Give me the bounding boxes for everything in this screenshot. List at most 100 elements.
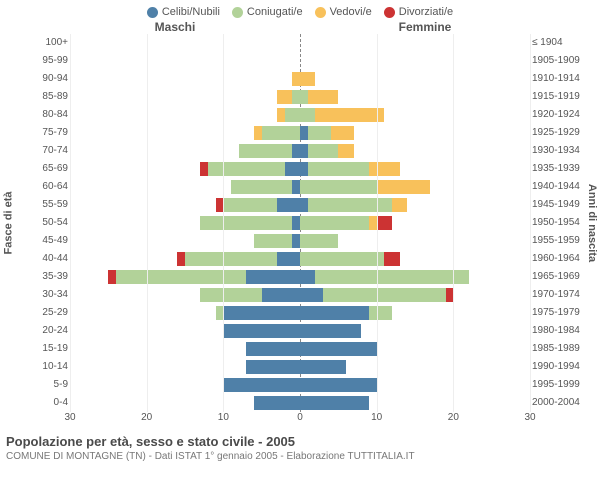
age-tick: 80-84 [40, 106, 70, 124]
stacked-bar [277, 90, 300, 104]
age-tick: 30-34 [40, 286, 70, 304]
bar-segment-c [292, 234, 300, 248]
pyramid-row [70, 232, 530, 250]
female-half [300, 88, 530, 106]
bar-segment-c [285, 162, 300, 176]
x-gridline [70, 34, 71, 412]
bar-segment-v [308, 90, 339, 104]
x-axis-ticks: 3020100102030 [70, 412, 530, 428]
stacked-bar [300, 396, 369, 410]
bar-segment-c [300, 342, 377, 356]
male-half [70, 142, 300, 160]
birth-tick: 1925-1929 [530, 124, 582, 142]
female-half [300, 286, 530, 304]
stacked-bar [300, 126, 354, 140]
legend-swatch [315, 7, 326, 18]
pyramid-row [70, 322, 530, 340]
x-axis: 3020100102030 [0, 412, 600, 428]
male-half [70, 394, 300, 412]
bar-segment-v [292, 72, 300, 86]
birth-tick: 1990-1994 [530, 358, 582, 376]
stacked-bar [231, 180, 300, 194]
pyramid-row [70, 196, 530, 214]
bar-segment-s [231, 180, 292, 194]
birth-tick: ≤ 1904 [530, 34, 565, 52]
stacked-bar [300, 144, 354, 158]
pyramid-row [70, 52, 530, 70]
pyramid-row [70, 250, 530, 268]
male-half [70, 358, 300, 376]
bar-segment-v [392, 198, 407, 212]
stacked-bar [300, 234, 338, 248]
male-half [70, 322, 300, 340]
female-half [300, 52, 530, 70]
stacked-bar [177, 252, 300, 266]
stacked-bar [300, 162, 400, 176]
bar-segment-v [277, 108, 285, 122]
male-half [70, 106, 300, 124]
x-tick: 0 [297, 412, 303, 423]
x-gridline [377, 34, 378, 412]
male-half [70, 304, 300, 322]
pyramid-row [70, 376, 530, 394]
bar-segment-d [108, 270, 116, 284]
female-half [300, 106, 530, 124]
male-half [70, 214, 300, 232]
male-half [70, 196, 300, 214]
legend-item: Divorziati/e [384, 6, 453, 18]
legend-label: Vedovi/e [330, 6, 372, 18]
pyramid-row [70, 394, 530, 412]
birth-tick: 1940-1944 [530, 178, 582, 196]
stacked-bar [108, 270, 300, 284]
bar-segment-s [300, 180, 377, 194]
birth-tick: 1970-1974 [530, 286, 582, 304]
female-half [300, 214, 530, 232]
female-half [300, 124, 530, 142]
female-half [300, 196, 530, 214]
plot-area [70, 34, 530, 412]
bar-segment-v [315, 108, 384, 122]
stacked-bar [277, 108, 300, 122]
bar-segment-c [292, 144, 300, 158]
male-half [70, 34, 300, 52]
bar-segment-v [369, 216, 377, 230]
male-half [70, 286, 300, 304]
bar-segment-c [300, 324, 361, 338]
bar-segment-s [300, 234, 338, 248]
female-half [300, 70, 530, 88]
bar-segment-c [246, 342, 300, 356]
bar-segment-c [223, 324, 300, 338]
female-half [300, 178, 530, 196]
birth-tick: 1930-1934 [530, 142, 582, 160]
stacked-bar [200, 216, 300, 230]
stacked-bar [246, 342, 300, 356]
y-axis-label-left-text: Fasce di età [2, 192, 14, 255]
male-half [70, 178, 300, 196]
pyramid-row [70, 34, 530, 52]
stacked-bar [300, 180, 430, 194]
male-half [70, 124, 300, 142]
age-tick: 15-19 [40, 340, 70, 358]
bar-segment-v [254, 126, 262, 140]
female-half [300, 34, 530, 52]
age-tick: 25-29 [40, 304, 70, 322]
legend-swatch [232, 7, 243, 18]
bar-segment-d [446, 288, 454, 302]
pyramid-row [70, 106, 530, 124]
birth-tick: 1935-1939 [530, 160, 582, 178]
bar-segment-c [300, 126, 308, 140]
x-tick: 20 [448, 412, 459, 423]
birth-tick: 1920-1924 [530, 106, 582, 124]
age-tick: 70-74 [40, 142, 70, 160]
male-half [70, 160, 300, 178]
stacked-bar [300, 360, 346, 374]
bar-segment-s [300, 216, 369, 230]
y-axis-label-left: Fasce di età [0, 34, 16, 412]
legend-item: Vedovi/e [315, 6, 372, 18]
birth-tick: 2000-2004 [530, 394, 582, 412]
stacked-bar [300, 108, 384, 122]
x-gridline [223, 34, 224, 412]
pyramid-row [70, 70, 530, 88]
pyramid-row [70, 214, 530, 232]
stacked-bar [300, 378, 377, 392]
